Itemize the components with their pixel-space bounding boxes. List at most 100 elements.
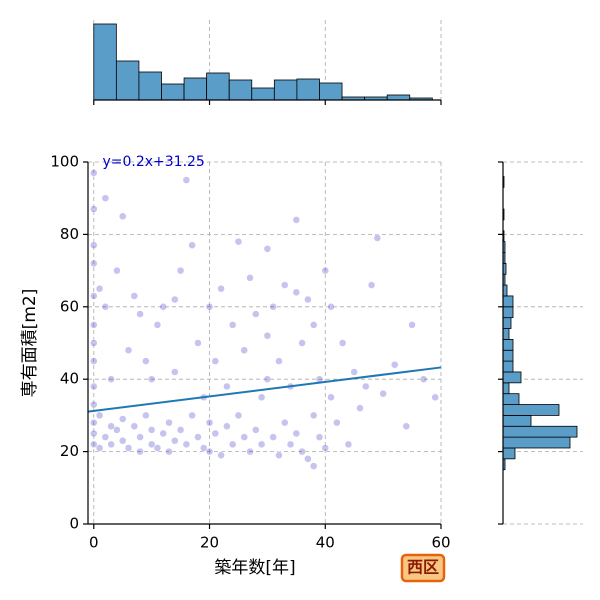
point — [309, 321, 318, 329]
y-hist-bar — [502, 382, 510, 395]
y-hist-bar — [502, 360, 514, 373]
x-hist-bar — [115, 60, 140, 101]
fit-line — [87, 366, 442, 413]
point — [309, 411, 318, 420]
point — [95, 284, 104, 293]
point — [90, 292, 98, 300]
point — [281, 418, 289, 427]
point — [142, 357, 150, 365]
point — [211, 357, 220, 365]
point — [327, 303, 335, 311]
point — [211, 429, 220, 438]
point — [107, 422, 115, 431]
y-hist-bar — [502, 338, 514, 351]
point — [101, 303, 110, 311]
point — [338, 339, 347, 347]
y-hist-bar — [502, 306, 514, 319]
y-hist-bar — [502, 404, 560, 416]
point — [246, 274, 254, 282]
point — [431, 393, 439, 402]
point — [194, 339, 202, 347]
x-hist-bar — [183, 77, 208, 101]
y-tick-label: 20 — [60, 442, 79, 460]
point — [90, 440, 98, 449]
point — [90, 205, 98, 213]
point — [90, 241, 98, 250]
point — [269, 303, 277, 311]
point — [159, 429, 167, 438]
point — [362, 382, 370, 391]
point — [182, 176, 191, 184]
point — [147, 426, 156, 434]
point — [390, 360, 399, 369]
x-tick-label: 60 — [431, 534, 450, 552]
point — [321, 266, 330, 275]
y-hist-bar — [502, 371, 522, 384]
y-axis-label: 専有面積[m2] — [20, 289, 40, 398]
point — [252, 426, 260, 434]
point — [118, 415, 127, 423]
y-hist-bar — [502, 436, 571, 449]
point — [176, 266, 185, 275]
point — [263, 245, 272, 253]
point — [373, 234, 382, 242]
point — [234, 411, 243, 420]
y-hist-bar — [502, 447, 516, 460]
point — [159, 303, 167, 311]
point — [124, 346, 133, 354]
point — [90, 382, 98, 391]
point — [90, 259, 98, 268]
point — [344, 440, 353, 449]
point — [95, 411, 104, 420]
point — [292, 288, 301, 297]
y-tick-label: 100 — [50, 153, 79, 171]
point — [165, 418, 173, 427]
point — [246, 447, 254, 456]
point — [234, 237, 243, 246]
point — [356, 404, 364, 412]
y-hist-bar — [502, 393, 520, 405]
x-hist-bar — [228, 79, 253, 101]
point — [90, 357, 98, 365]
x-hist-bar — [206, 72, 230, 101]
point — [275, 451, 283, 459]
point — [124, 444, 133, 452]
point — [402, 422, 411, 431]
y-tick-label: 60 — [60, 297, 79, 315]
x-hist-bar — [296, 78, 320, 101]
point — [176, 426, 185, 434]
point — [165, 447, 173, 456]
point — [136, 447, 144, 456]
x-hist-bar — [138, 71, 162, 101]
point — [286, 440, 295, 449]
point — [107, 375, 115, 383]
point — [205, 447, 214, 456]
x-hist-bar — [161, 83, 185, 101]
point — [292, 429, 301, 438]
point — [228, 440, 237, 449]
point — [113, 426, 121, 434]
point — [240, 433, 248, 441]
point — [367, 281, 376, 289]
point — [304, 295, 312, 304]
point — [257, 393, 266, 402]
point — [147, 375, 156, 383]
point — [188, 411, 196, 420]
point — [379, 389, 387, 398]
x-axis-label: 築年数[年] — [214, 558, 295, 578]
point — [153, 321, 162, 329]
point — [90, 400, 98, 409]
point — [309, 462, 318, 470]
point — [321, 444, 330, 452]
point — [292, 216, 301, 224]
point — [327, 393, 335, 402]
y-hist-bar — [502, 295, 514, 308]
point — [171, 295, 179, 304]
point — [228, 321, 237, 329]
annotation: y=0.2x+31.25 — [102, 154, 204, 170]
x-hist-bar — [273, 79, 298, 101]
point — [263, 332, 272, 340]
point — [171, 436, 179, 445]
point — [223, 422, 231, 431]
point — [281, 281, 289, 289]
